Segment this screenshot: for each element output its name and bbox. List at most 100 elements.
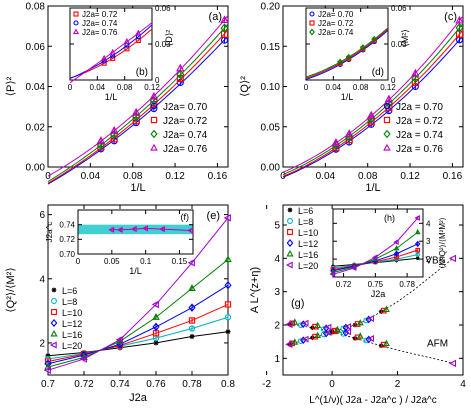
panel-c-ytick-label: 0.05 — [261, 122, 281, 133]
panel-a-series-point — [176, 63, 185, 72]
panel-g-ylabel: A L^(z+η) — [249, 267, 261, 313]
panel-g-collapse-point — [448, 254, 457, 263]
panel-f-series-point — [187, 227, 194, 234]
panel-b-xtick-label: 0 — [68, 83, 73, 92]
panel-e-legend-label: L=16 — [62, 330, 82, 340]
panel-e-series-point — [45, 353, 51, 359]
panel-g-collapse-point — [363, 317, 369, 324]
panel-b-xlabel: 1/L — [105, 92, 118, 102]
panel-f-ytick-label: 0.70 — [59, 250, 75, 259]
panel-e-series-line — [47, 259, 229, 368]
panel-g-xlabel: L^(1/ν)( J2a - J2a^c ) / J2a^c — [309, 395, 436, 406]
panel-g-legend-marker — [286, 239, 294, 247]
panel-c-legend-label: J2a = 0.72 — [396, 116, 443, 127]
panel-g-collapse-point — [300, 336, 307, 345]
panel-g-legend-label: L=16 — [298, 250, 318, 260]
panel-e-series-point — [189, 333, 195, 340]
panel-d-ytick-label: 0.06 — [391, 4, 407, 13]
panel-a-legend-marker — [150, 102, 158, 110]
panel-g-collapse-point — [320, 326, 327, 333]
panel-e-xtick-label: 0.78 — [182, 379, 202, 390]
panel-g-collapse-point — [344, 323, 352, 330]
panel-a-legend-marker — [150, 143, 158, 151]
panel-e-ytick-label: 4 — [39, 274, 45, 285]
panel-a-xtick-label: 0.12 — [165, 171, 185, 182]
panel-h-axes — [332, 208, 424, 278]
panel-a-series-point — [220, 30, 229, 38]
panel-h-series-point — [372, 254, 378, 261]
panel-a: 0 0.04 0.08 0.12 0.16 0.00 0.02 0.04 0.06 0.08 (a)… — [5, 2, 229, 194]
panel-e-xtick-label: 0.7 — [41, 379, 55, 390]
panel-g-collapse-point — [382, 305, 390, 313]
panel-b-legend-marker — [72, 28, 80, 35]
panel-d-ytick-label: 0 — [391, 76, 396, 85]
panel-h-series-point — [414, 215, 420, 221]
panel-c-legend-label: J2a = 0.74 — [396, 130, 443, 141]
panel-e-series-line — [47, 217, 229, 371]
panel-c-series-point — [455, 22, 464, 33]
panel-a-legend-label: J2a= 0.76 — [163, 144, 208, 155]
panel-f-series-point — [142, 225, 148, 232]
panel-e-legend-marker — [50, 329, 58, 337]
panel-e-series-point — [151, 300, 159, 309]
panel-a-xtick-label: 0.08 — [123, 171, 143, 182]
panel-h-series-point — [350, 265, 357, 271]
panel-b-series-point — [135, 29, 142, 36]
panel-h-xtick-label: 0.72 — [336, 280, 352, 289]
panel-b-ylabel: ⟨D⟩² — [164, 30, 174, 47]
panel-a-legend-label: J2a= 0.72 — [163, 116, 208, 127]
panel-g-collapse-point — [312, 333, 318, 340]
panel-c-series-point — [455, 15, 464, 24]
panel-b-label: (b) — [136, 67, 148, 78]
panel-b-legend-label: J2a= 0.76 — [82, 28, 118, 37]
panel-g-collapse-point — [291, 318, 299, 325]
panel-c-legend-marker — [383, 143, 391, 151]
panel-c-series-point — [411, 68, 420, 77]
panel-d-legend-marker — [309, 20, 315, 26]
panel-d-xtick-label: 0.04 — [326, 83, 342, 92]
panel-c-xtick-label: 0.16 — [443, 171, 463, 182]
panel-c-xtick-label: 0.08 — [358, 171, 378, 182]
panel-c-ytick-label: 0.00 — [261, 163, 281, 174]
panel-d-legend-marker — [309, 11, 315, 17]
panel-d-label: (d) — [372, 67, 384, 78]
panel-g-collapse-point — [297, 338, 304, 345]
panel-g-collapse-point — [314, 331, 322, 339]
panel-a-legend-label: J2a= 0.74 — [163, 130, 208, 141]
panel-a-xtick-label: 0.04 — [81, 171, 101, 182]
panel-c: 0 0.04 0.08 0.12 0.16 0.00 0.05 0.10 0.15 0.20 (c)… — [239, 2, 464, 194]
panel-d-legend-label: J2a= 0.74 — [318, 28, 354, 37]
panel-a-ytick-label: 0.00 — [26, 163, 46, 174]
panel-c-legend-marker — [383, 116, 391, 124]
panel-d-legend-marker — [309, 28, 315, 36]
panel-g-collapse-point — [314, 321, 322, 329]
panel-g-collapse-point — [331, 327, 338, 334]
panel-h-ylabel: ⟨M²Q²⟩/⟨M²M²⟩ — [438, 217, 447, 269]
panel-h-ytick-label: 2 — [426, 255, 431, 264]
panel-a-xtick-label: 0.16 — [208, 171, 228, 182]
panel-g-collapse-point — [300, 320, 307, 329]
panel-a-legend-marker — [150, 129, 158, 139]
panel-g-collapse-point — [356, 332, 364, 339]
panel-f-xlabel: 1/L — [129, 266, 142, 276]
panel-h-series-point — [393, 239, 399, 245]
panel-g-legend-marker — [287, 207, 293, 213]
panel-e-xtick-label: 0.72 — [74, 379, 94, 390]
panel-a-xlabel: 1/L — [130, 182, 145, 194]
panel-a-series-point — [220, 23, 229, 33]
panel-h-series-point — [415, 247, 421, 253]
panel-g-collapse-point — [356, 319, 364, 326]
panel-c-series-point — [331, 138, 341, 146]
panel-d-series-point — [371, 35, 378, 43]
panel-b-legend-marker — [73, 11, 79, 17]
panel-g-xtick-label: -2 — [262, 379, 271, 390]
panel-b-series-point — [123, 38, 131, 44]
panel-d-xtick-label: 0.12 — [380, 83, 396, 92]
panel-g-collapse-point — [367, 335, 374, 342]
panel-g-xtick-label: 2 — [395, 379, 401, 390]
panel-d-legend-label: J2a= 0.72 — [318, 19, 354, 28]
panel-g-collapse-point — [322, 324, 330, 333]
panel-h-label: (h) — [384, 213, 395, 223]
panel-g-annotation-afm: AFM — [427, 339, 448, 350]
panel-a-legend-marker — [150, 116, 158, 124]
